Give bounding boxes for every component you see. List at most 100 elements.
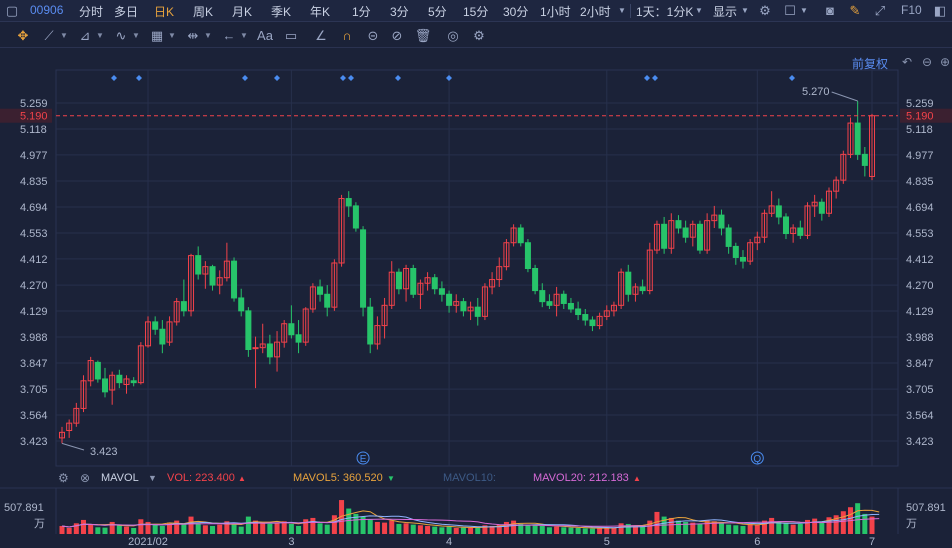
crosshair-move-icon[interactable]: ✥: [17, 28, 29, 43]
tab-15min[interactable]: 15分: [463, 5, 489, 19]
sidebar-icon[interactable]: ◧: [933, 3, 947, 18]
tab-week-k[interactable]: 周K: [193, 5, 214, 19]
volume-bar-down: [862, 513, 868, 534]
chevron-down-icon[interactable]: ▼: [741, 6, 749, 15]
candle-up: [553, 293, 560, 306]
candle-up: [259, 343, 266, 349]
chevron-down-icon[interactable]: ▼: [96, 31, 104, 40]
candlestick-series: [58, 100, 876, 444]
chevron-down-icon[interactable]: ▼: [695, 6, 703, 15]
candle-down: [195, 255, 202, 275]
volume-bar-up: [511, 520, 517, 534]
tab-30min[interactable]: 30分: [503, 5, 529, 19]
tab-3min[interactable]: 3分: [390, 5, 409, 19]
indicator-settings-icon[interactable]: ⚙: [58, 471, 69, 485]
fullscreen-icon[interactable]: ⤢: [874, 3, 886, 18]
fuquan-button[interactable]: 前复权: [852, 57, 889, 71]
chevron-down-icon[interactable]: ▼: [204, 31, 212, 40]
hide-icon[interactable]: ⊘: [391, 28, 403, 43]
visibility-icon[interactable]: ◎: [447, 28, 459, 43]
arrow-tool-icon[interactable]: ←: [222, 28, 236, 43]
f10-button[interactable]: F10: [901, 3, 922, 17]
line-tool-icon[interactable]: ⟋: [44, 28, 54, 43]
y-tick-label: 4.553: [906, 228, 934, 240]
mavol20-value: MAVOL20: 212.183: [533, 472, 629, 484]
candle-up: [252, 347, 259, 350]
event-circle-icon: [356, 451, 370, 465]
candle-down: [446, 293, 453, 306]
volume-bar-down: [855, 503, 861, 534]
volume-bar-down: [783, 523, 789, 534]
tab-duori[interactable]: 多日: [114, 5, 139, 19]
checkbox-icon[interactable]: ☐: [784, 3, 796, 18]
chevron-down-icon[interactable]: ▼: [618, 6, 626, 15]
mavol5-line: [61, 509, 880, 529]
volume-bar-down: [733, 525, 739, 534]
tab-2hour[interactable]: 2小时: [580, 5, 611, 19]
period-select[interactable]: 1天：1分K: [636, 5, 694, 19]
tab-5min[interactable]: 5分: [428, 5, 447, 19]
undo-icon[interactable]: ↶: [901, 55, 913, 69]
y-tick-label: 4.129: [906, 306, 934, 318]
close-icon[interactable]: ⊗: [80, 471, 91, 485]
wave-tool-icon[interactable]: ∿: [115, 28, 127, 43]
x-tick-label: 6: [754, 536, 760, 548]
candle-up: [646, 249, 653, 292]
candle-up: [833, 179, 840, 192]
toolbar-divider: [630, 4, 631, 18]
volume-bar-down: [181, 523, 187, 534]
volume-bar-up: [704, 520, 710, 534]
chevron-down-icon[interactable]: ▼: [800, 6, 808, 15]
candle-down: [180, 301, 187, 312]
volume-bar-up: [188, 516, 194, 534]
tab-1hour[interactable]: 1小时: [540, 5, 571, 19]
candle-up: [761, 212, 768, 238]
volume-bar-up: [374, 521, 380, 534]
tab-quarter-k[interactable]: 季K: [271, 5, 292, 19]
y-tick-label: 3.988: [20, 332, 48, 344]
gear-icon[interactable]: ⚙: [759, 3, 771, 18]
display-menu[interactable]: 显示: [713, 5, 738, 19]
fib-tool-icon[interactable]: ▦: [150, 28, 164, 43]
candle-down: [546, 301, 553, 306]
pencil-icon[interactable]: ✎: [849, 3, 861, 18]
candle-up: [123, 378, 130, 385]
volume-bar-down: [324, 524, 330, 534]
stock-code[interactable]: 00906: [30, 3, 64, 17]
volume-bar-down: [152, 524, 158, 534]
zoom-out-icon[interactable]: ⊖: [921, 55, 933, 69]
y-tick-label: 4.977: [20, 150, 48, 162]
chevron-down-icon[interactable]: ▼: [168, 31, 176, 40]
zoom-in-icon[interactable]: ⊕: [939, 55, 951, 69]
chevron-down-icon[interactable]: ▼: [132, 31, 140, 40]
text-tool-icon[interactable]: Aa: [257, 28, 273, 43]
trash-icon[interactable]: 🗑: [414, 28, 432, 43]
panel-toggle-icon[interactable]: ▢: [5, 3, 19, 18]
candle-up: [281, 323, 288, 343]
indicator-name[interactable]: MAVOL: [101, 472, 139, 484]
camera-icon[interactable]: ◙: [826, 3, 834, 18]
tab-day-k[interactable]: 日K: [154, 5, 175, 19]
channel-tool-icon[interactable]: ⊿: [79, 28, 91, 43]
chevron-down-icon[interactable]: ▼: [148, 473, 157, 483]
tab-1min[interactable]: 1分: [352, 5, 371, 19]
volume-bar-up: [647, 520, 653, 534]
chevron-down-icon[interactable]: ▼: [240, 31, 248, 40]
chevron-down-icon[interactable]: ▼: [60, 31, 68, 40]
candle-down: [639, 286, 646, 292]
volume-bar-up: [174, 520, 180, 534]
mavol20-line: [61, 518, 880, 528]
magnet-icon[interactable]: ∩: [342, 28, 352, 43]
eraser-line-icon[interactable]: ∠: [315, 28, 327, 43]
range-tool-icon[interactable]: ⇹: [187, 28, 199, 43]
volume-bar-up: [869, 516, 875, 534]
volume-bar-down: [296, 525, 302, 534]
tab-month-k[interactable]: 月K: [232, 5, 253, 19]
settings-icon[interactable]: ⚙: [473, 28, 485, 43]
volume-bar-up: [489, 525, 495, 534]
link-icon[interactable]: ⊝: [367, 28, 379, 43]
kline-chart[interactable]: 5.259 5.118 4.977 4.835 4.694 4.553 4.412 4.270…: [0, 48, 952, 548]
tab-fenshi[interactable]: 分时: [79, 5, 104, 19]
tab-year-k[interactable]: 年K: [310, 5, 331, 19]
comment-tool-icon[interactable]: ▭: [284, 28, 298, 43]
